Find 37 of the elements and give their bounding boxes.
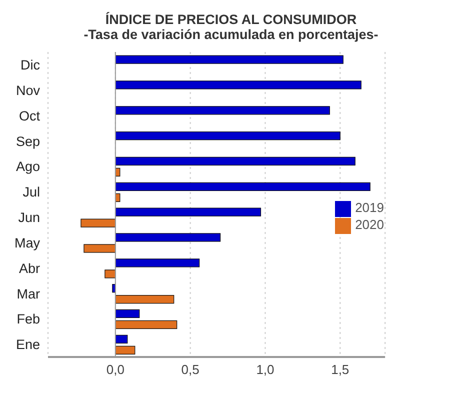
y-tick-label: Ago (16, 159, 40, 174)
legend-label: 2019 (355, 200, 384, 216)
bar (115, 334, 128, 344)
y-tick-label: Jun (18, 210, 40, 225)
y-tick-label: Sep (16, 134, 40, 149)
bar (104, 270, 116, 278)
bar (115, 295, 174, 304)
bar (115, 182, 370, 191)
legend-label: 2020 (355, 217, 384, 232)
bar (115, 309, 140, 318)
bar (115, 346, 136, 354)
y-tick-label: Dic (20, 58, 40, 72)
bar (80, 218, 116, 228)
bar (115, 80, 362, 90)
y-tick-label: Feb (16, 312, 40, 327)
bar (115, 233, 221, 242)
y-tick-label: Oct (18, 108, 40, 124)
bar (115, 106, 330, 115)
bar (115, 132, 340, 140)
x-tick-label: 1,0 (256, 362, 274, 378)
x-tick-label: 0,5 (181, 362, 200, 378)
y-tick-label: Nov (16, 82, 40, 98)
bar (115, 320, 178, 330)
y-tick-label: Jul (22, 184, 40, 200)
bar (115, 258, 200, 268)
bar (115, 156, 356, 166)
chart-title: ÍNDICE DE PRECIOS AL CONSUMIDOR (104, 11, 358, 27)
bar (84, 244, 116, 253)
bar (115, 55, 344, 64)
x-tick-label: 1,5 (331, 362, 350, 378)
x-tick-label: 0,0 (106, 362, 124, 378)
y-tick-label: May (14, 235, 40, 250)
y-tick-label: Mar (16, 286, 41, 302)
bar (115, 208, 262, 216)
y-tick-label: Ene (16, 337, 40, 352)
chart-subtitle: -Tasa de variación acumulada en porcentajes- (82, 27, 380, 42)
y-tick-label: Abr (18, 260, 40, 276)
